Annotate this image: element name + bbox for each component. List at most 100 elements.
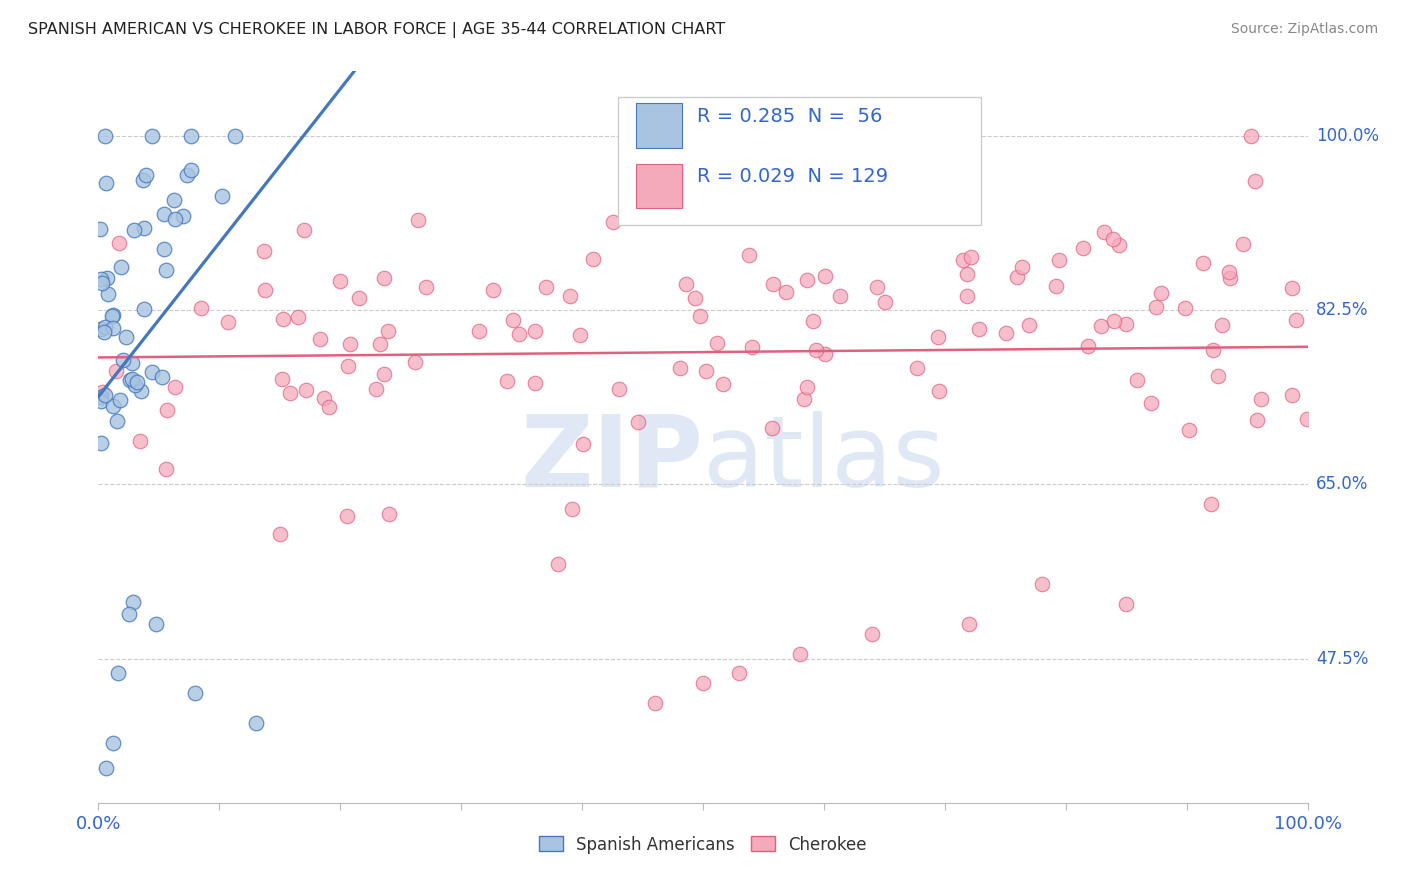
Point	[1173, 301, 1195, 315]
Point	[292, 223, 315, 237]
Point	[103, 399, 125, 413]
Point	[245, 716, 267, 731]
Point	[336, 359, 359, 374]
Point	[224, 129, 246, 144]
Point	[309, 332, 332, 346]
Point	[141, 129, 163, 144]
Point	[295, 383, 318, 397]
Point	[1240, 129, 1263, 144]
Point	[793, 392, 815, 406]
Point	[377, 324, 399, 338]
Point	[184, 686, 207, 700]
Point	[1031, 577, 1053, 591]
Point	[675, 277, 697, 291]
Bar	[637, 163, 682, 209]
Point	[1232, 236, 1254, 251]
Point	[956, 267, 979, 281]
Point	[1018, 318, 1040, 333]
Point	[364, 382, 387, 396]
Point	[94, 176, 117, 190]
Point	[801, 313, 824, 327]
Point	[101, 310, 124, 324]
Point	[804, 343, 827, 358]
Point	[502, 312, 524, 326]
Point	[814, 269, 837, 284]
Point	[814, 347, 837, 361]
Point	[775, 285, 797, 299]
Point	[1285, 313, 1308, 327]
Point	[905, 361, 928, 376]
Point	[94, 320, 117, 334]
Point	[408, 212, 430, 227]
Point	[287, 310, 309, 325]
Point	[928, 384, 950, 398]
Point	[153, 207, 176, 221]
Point	[135, 168, 157, 182]
Point	[1126, 373, 1149, 387]
Point	[141, 366, 163, 380]
Point	[873, 294, 896, 309]
Point	[1090, 319, 1112, 334]
Point	[90, 393, 112, 408]
Point	[468, 324, 491, 338]
Point	[155, 262, 177, 277]
Point	[118, 607, 141, 621]
Point	[572, 437, 595, 451]
Point	[627, 415, 650, 429]
Point	[741, 340, 763, 354]
Point	[132, 302, 155, 317]
Point	[1077, 339, 1099, 353]
Point	[252, 244, 274, 258]
Point	[1011, 260, 1033, 274]
Point	[339, 337, 361, 351]
Point	[711, 376, 734, 391]
Point	[269, 527, 291, 541]
Point	[108, 393, 131, 408]
Text: SPANISH AMERICAN VS CHEROKEE IN LABOR FORCE | AGE 35-44 CORRELATION CHART: SPANISH AMERICAN VS CHEROKEE IN LABOR FO…	[28, 22, 725, 38]
Point	[796, 272, 818, 286]
Point	[582, 252, 605, 266]
Point	[107, 666, 129, 681]
Point	[180, 163, 202, 178]
Point	[105, 364, 128, 378]
Point	[1045, 279, 1067, 293]
Point	[180, 129, 202, 144]
Point	[692, 676, 714, 690]
Text: 65.0%: 65.0%	[1316, 475, 1368, 493]
Point	[1140, 396, 1163, 410]
Point	[695, 364, 717, 378]
Point	[145, 616, 167, 631]
Point	[1246, 413, 1268, 427]
Point	[796, 380, 818, 394]
Point	[318, 400, 340, 414]
Point	[1281, 388, 1303, 402]
Point	[496, 374, 519, 388]
Point	[1108, 238, 1130, 252]
Point	[738, 248, 761, 262]
Point	[957, 616, 980, 631]
Point	[668, 361, 690, 376]
Point	[156, 403, 179, 417]
Point	[1211, 318, 1233, 333]
Point	[271, 312, 294, 326]
FancyBboxPatch shape	[619, 97, 981, 225]
Point	[789, 647, 811, 661]
Point	[103, 308, 125, 322]
Point	[1250, 392, 1272, 406]
Point	[956, 288, 979, 302]
Point	[94, 761, 117, 775]
Point	[93, 325, 115, 339]
Point	[706, 335, 728, 350]
Point	[101, 321, 124, 335]
Point	[1115, 317, 1137, 331]
Point	[952, 253, 974, 268]
Point	[278, 385, 301, 400]
Point	[728, 666, 751, 681]
Point	[121, 356, 143, 370]
Point	[172, 209, 194, 223]
Point	[153, 242, 176, 256]
Point	[1102, 314, 1125, 328]
Point	[404, 354, 426, 368]
Point	[1199, 497, 1222, 511]
Point	[270, 372, 292, 386]
